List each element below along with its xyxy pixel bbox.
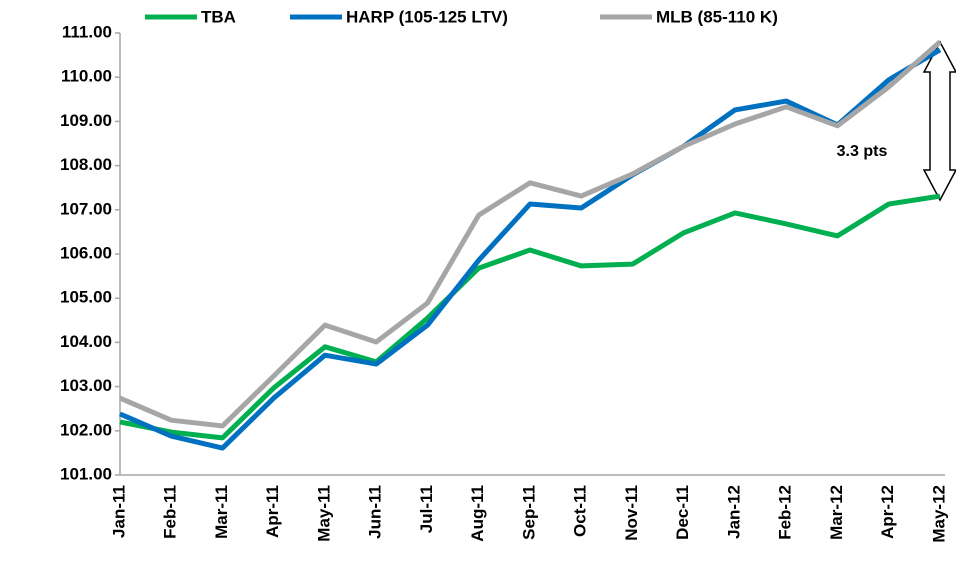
x-tick-label: Sep-11	[519, 485, 538, 540]
y-tick-label: 108.00	[60, 155, 112, 174]
x-tick-label: Jan-11	[109, 485, 128, 538]
x-tick-label: Jan-12	[724, 485, 743, 539]
series-line	[119, 39, 942, 429]
y-tick-label: 111.00	[62, 22, 112, 41]
y-tick-label: 106.00	[60, 243, 112, 262]
y-tick-label: 110.00	[61, 67, 112, 86]
x-tick-label: Apr-12	[878, 485, 897, 539]
y-tick-label: 105.00	[60, 288, 112, 307]
x-tick-label: Jul-11	[417, 485, 436, 533]
legend-label: HARP (105-125 LTV)	[346, 7, 508, 26]
double-arrow	[922, 40, 956, 202]
y-tick-label: 109.00	[60, 111, 112, 130]
x-tick-label: Aug-11	[468, 485, 487, 542]
y-tick-label: 102.00	[60, 420, 112, 439]
x-tick-label: Oct-11	[571, 485, 590, 537]
x-tick-label: Nov-11	[622, 485, 641, 541]
series-line	[119, 47, 942, 451]
x-tick-label: Mar-11	[212, 485, 231, 539]
x-tick-label: Mar-12	[827, 485, 846, 540]
legend-label: TBA	[201, 7, 236, 26]
x-tick-label: Jun-11	[366, 485, 385, 539]
y-tick-label: 107.00	[60, 199, 112, 218]
y-tick-label: 103.00	[60, 376, 112, 395]
legend-label: MLB (85-110 K)	[656, 7, 778, 26]
x-tick-label: Apr-11	[263, 485, 282, 538]
annotation: 3.3 pts	[837, 143, 888, 160]
x-tick-label: Feb-12	[776, 485, 795, 540]
x-tick-label: May-11	[314, 485, 333, 542]
series-line	[119, 193, 941, 441]
x-tick-label: Feb-11	[161, 485, 180, 539]
y-tick-label: 104.00	[60, 332, 112, 351]
x-tick-label: May-12	[929, 485, 948, 543]
x-tick-label: Dec-11	[673, 485, 692, 540]
y-tick-label: 101.00	[60, 464, 112, 483]
